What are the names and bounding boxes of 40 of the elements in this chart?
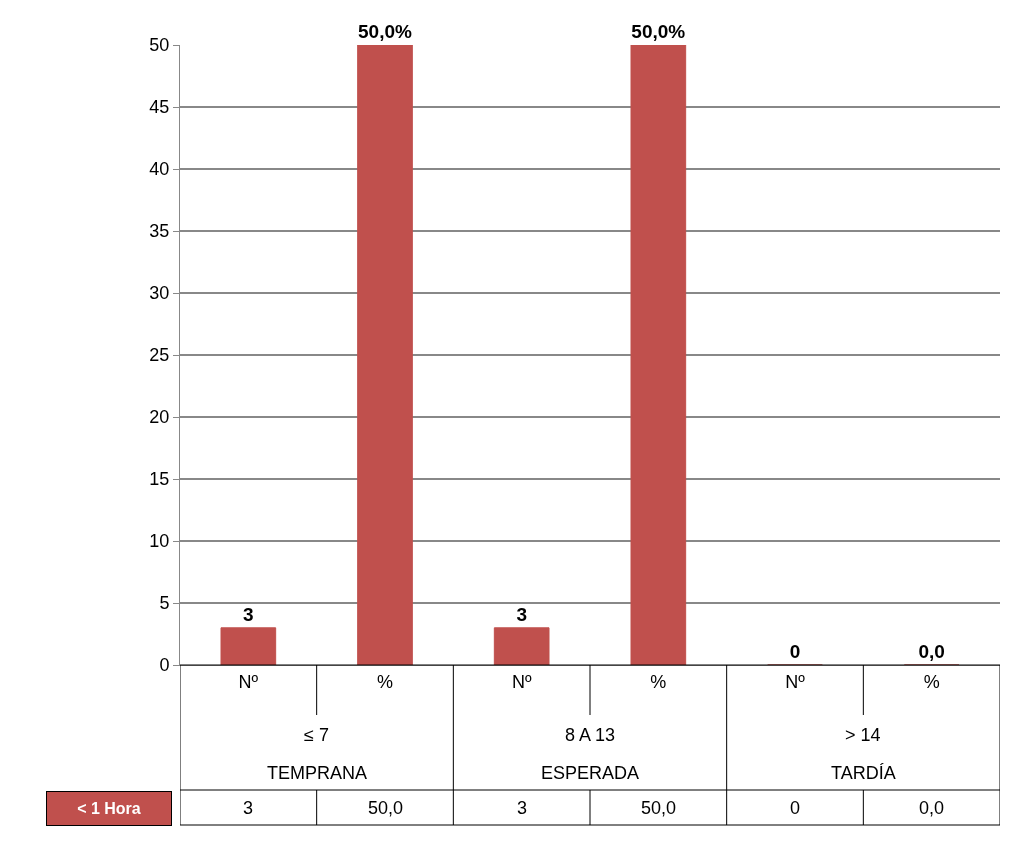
text: 50,0 — [368, 798, 404, 818]
y-tick-label: 10 — [149, 531, 170, 552]
data-label: 3 — [516, 603, 527, 625]
text: 8 A 13 — [565, 725, 616, 745]
data-label: 50,0% — [358, 21, 412, 42]
bar — [220, 627, 277, 665]
text: ESPERADA — [541, 763, 640, 783]
text: 3 — [517, 798, 528, 818]
x-tick-label: Nº — [511, 671, 532, 692]
bar — [493, 627, 550, 665]
bar — [630, 45, 687, 665]
text: 0 — [790, 798, 801, 818]
y-tick-label: 45 — [149, 97, 170, 118]
text: ≤ 7 — [304, 725, 329, 745]
data-label: 3 — [243, 603, 254, 625]
y-tick-label: 5 — [159, 593, 170, 614]
text: 50,0 — [641, 798, 677, 818]
x-tick-label: % — [923, 671, 940, 692]
y-tick-label: 25 — [149, 345, 170, 366]
data-label: 50,0% — [631, 21, 686, 42]
y-tick-label: 30 — [149, 283, 170, 304]
x-tick-label: % — [650, 671, 667, 692]
x-tick-label: Nº — [238, 671, 259, 692]
x-tick-label: Nº — [785, 671, 806, 692]
y-tick-label: 20 — [149, 407, 170, 428]
y-tick-label: 40 — [149, 159, 170, 180]
data-label: 0 — [789, 641, 801, 662]
y-tick-label: 35 — [149, 221, 170, 242]
text: > 14 — [845, 725, 881, 745]
y-tick-label: 15 — [149, 469, 170, 490]
x-tick-label: % — [376, 671, 394, 692]
y-tick-label: 50 — [149, 35, 170, 56]
y-tick-label: 0 — [159, 655, 170, 676]
text: TARDÍA — [831, 763, 896, 783]
text: 3 — [243, 798, 254, 818]
text: TEMPRANA — [267, 763, 368, 783]
text: < 1 Hora — [77, 800, 141, 817]
data-label: 0,0 — [918, 641, 945, 662]
bar — [357, 45, 413, 665]
text: 0,0 — [919, 798, 945, 818]
